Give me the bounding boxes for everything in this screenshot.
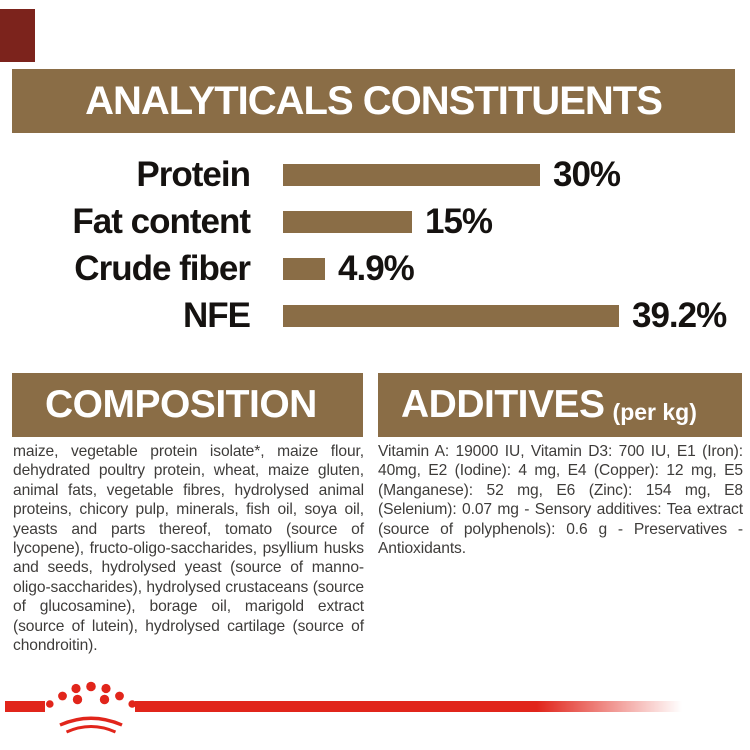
chart-bar — [283, 304, 619, 327]
chart-row: Crude fiber 4.9% — [0, 245, 750, 292]
chart-bar — [283, 257, 325, 280]
chart-value-label: 30% — [553, 154, 621, 194]
chart-bar — [283, 163, 540, 186]
chart-value-label: 39.2% — [632, 295, 727, 335]
chart-value-label: 15% — [425, 201, 493, 241]
additives-unit-suffix: (per kg) — [612, 398, 697, 425]
chart-row-label: Protein — [136, 154, 251, 194]
royal-canin-crown-icon — [46, 681, 136, 734]
composition-text: maize, vegetable protein isolate*, maize… — [13, 443, 364, 655]
additives-text: Vitamin A: 19000 IU, Vitamin D3: 700 IU,… — [378, 443, 743, 558]
chart-value-label: 4.9% — [338, 248, 415, 288]
chart-row: Fat content 15% — [0, 198, 750, 245]
chart-row: Protein 30% — [0, 151, 750, 198]
brand-corner-mark — [0, 9, 35, 62]
composition-header: COMPOSITION — [12, 373, 363, 437]
composition-title: COMPOSITION — [45, 383, 317, 426]
footer-rule-right — [135, 701, 693, 712]
additives-title: ADDITIVES — [401, 383, 605, 426]
additives-header: ADDITIVES (per kg) — [378, 373, 742, 437]
analyticals-chart: Protein 30% Fat content 15% Crude fiber 4.9% N… — [0, 151, 750, 339]
analyticals-header: ANALYTICALS CONSTITUENTS — [12, 69, 735, 133]
analyticals-title: ANALYTICALS CONSTITUENTS — [85, 78, 663, 123]
footer-rule-left — [5, 701, 45, 712]
chart-row: NFE 39.2% — [0, 292, 750, 339]
chart-row-label: NFE — [183, 295, 251, 335]
chart-row-label: Fat content — [72, 201, 251, 241]
chart-bar — [283, 210, 412, 233]
chart-row-label: Crude fiber — [74, 248, 251, 288]
